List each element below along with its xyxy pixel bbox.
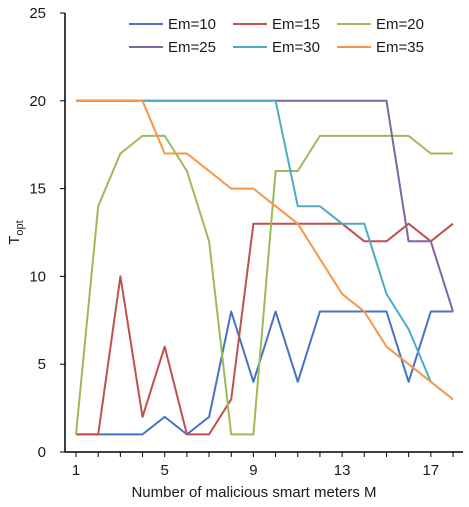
series-line-em-20: [75, 134, 453, 436]
legend-label: Em=35: [376, 39, 424, 56]
y-tick-label: 25: [29, 5, 46, 22]
x-tick-label: 1: [72, 462, 80, 479]
x-tick-label: 17: [422, 462, 439, 479]
series-line-em-15: [76, 222, 454, 436]
y-tick-label: 10: [29, 268, 46, 285]
y-tick-label: 5: [38, 356, 46, 373]
series-layer: [75, 99, 454, 436]
series-line-em-35: [76, 99, 454, 401]
y-tick-label: 15: [29, 181, 46, 198]
x-axis-title: Number of malicious smart meters M: [131, 484, 376, 501]
x-tick-label: 13: [334, 462, 351, 479]
y-axis-title-sub: opt: [14, 220, 26, 235]
legend-label: Em=25: [168, 39, 216, 56]
series-line-em-10: [76, 310, 453, 436]
series-line-em-25: [76, 99, 454, 312]
legend-label: Em=20: [376, 16, 424, 33]
x-tick-label: 9: [249, 462, 257, 479]
y-axis-title-main: T: [6, 236, 23, 245]
legend-label: Em=15: [272, 16, 320, 33]
legend-label: Em=30: [272, 39, 320, 56]
x-tick-label: 5: [161, 462, 169, 479]
legend: Em=10 Em=15 Em=20 Em=25 Em=30 Em=35: [129, 16, 424, 56]
legend-label: Em=10: [168, 16, 216, 33]
y-axis-title: Topt: [6, 220, 26, 244]
y-tick-label: 0: [38, 444, 46, 461]
y-tick-label: 20: [29, 93, 46, 110]
